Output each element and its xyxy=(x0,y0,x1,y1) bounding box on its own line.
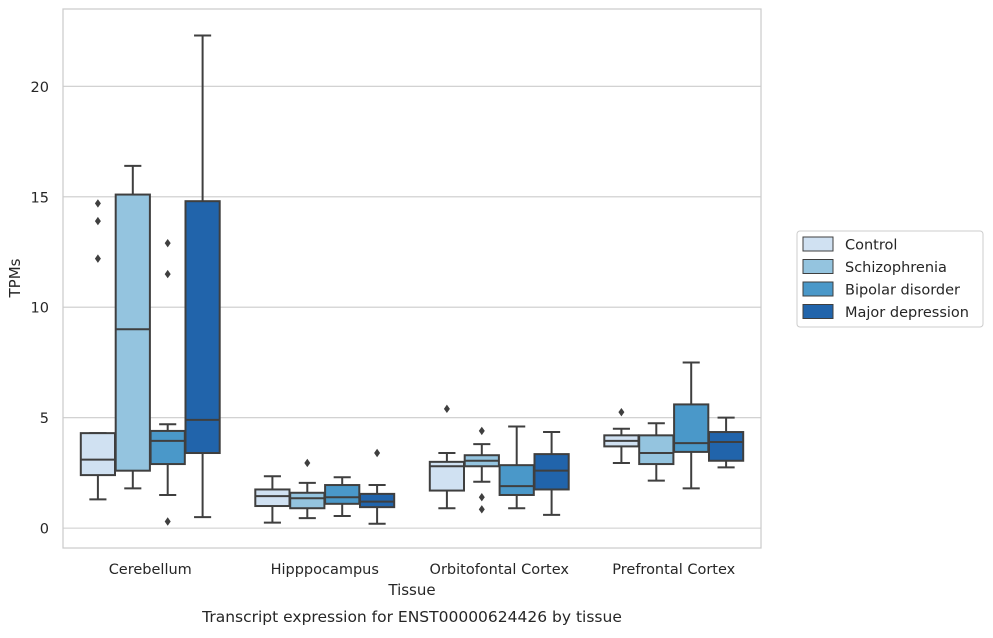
outlier-point xyxy=(304,458,311,468)
box-iqr xyxy=(289,491,326,510)
box-layer xyxy=(79,34,745,526)
box-0-0 xyxy=(79,199,117,501)
outlier-point xyxy=(164,238,171,248)
legend-swatch xyxy=(802,236,834,252)
legend: Control Schizophrenia Bipolar disorder Majo… xyxy=(796,230,984,328)
box-3-1 xyxy=(638,422,675,482)
box-iqr xyxy=(114,193,151,472)
box-1-2 xyxy=(324,476,361,517)
box-iqr xyxy=(498,464,535,496)
chart-title: Transcript expression for ENST0000062442… xyxy=(201,608,622,626)
legend-swatch xyxy=(802,304,834,319)
box-2-3 xyxy=(533,431,570,516)
box-1-3 xyxy=(358,448,396,525)
y-tick-label: 20 xyxy=(31,80,49,96)
y-tick-label: 15 xyxy=(31,190,49,206)
outlier-point xyxy=(164,517,171,526)
legend-label: Bipolar disorder xyxy=(845,283,960,299)
y-tick-label: 10 xyxy=(31,301,49,317)
x-axis-label: Tissue xyxy=(387,581,435,599)
outlier-point xyxy=(94,254,101,263)
box-1-1 xyxy=(289,458,326,520)
legend-swatch xyxy=(802,259,834,274)
box-1-0 xyxy=(254,475,291,524)
legend-label: Major depression xyxy=(845,305,969,321)
box-iqr xyxy=(707,431,745,462)
box-3-2 xyxy=(673,361,710,490)
plot-frame xyxy=(62,8,762,549)
x-tick-label: Orbitofontal Cortex xyxy=(430,562,570,578)
box-0-1 xyxy=(114,164,151,490)
box-iqr xyxy=(358,492,396,509)
box-iqr xyxy=(149,429,186,466)
box-3-3 xyxy=(707,416,745,469)
y-tick-label: 5 xyxy=(40,411,49,427)
box-iqr xyxy=(184,200,221,455)
x-tick-label: Prefrontal Cortex xyxy=(612,562,735,578)
grid-layer xyxy=(63,85,761,529)
box-iqr xyxy=(533,453,570,491)
y-tick-label: 0 xyxy=(40,522,49,538)
box-iqr xyxy=(638,434,675,466)
legend-label: Schizophrenia xyxy=(845,260,947,276)
box-0-2 xyxy=(149,238,186,526)
x-tick-label: Hipppocampus xyxy=(271,562,379,578)
box-2-1 xyxy=(463,426,500,514)
box-2-0 xyxy=(428,404,466,510)
x-tick-labels: Cerebellum Hipppocampus Orbitofontal Corte… xyxy=(109,562,736,578)
box-iqr xyxy=(79,432,117,477)
outlier-point xyxy=(374,448,381,458)
box-iqr xyxy=(673,403,710,453)
box-2-2 xyxy=(498,425,535,510)
outlier-point xyxy=(618,407,625,417)
box-iqr xyxy=(254,488,291,508)
outlier-point xyxy=(478,492,485,502)
outlier-point xyxy=(94,199,101,208)
box-3-0 xyxy=(603,407,640,464)
legend-frame xyxy=(796,230,984,328)
legend-label: Control xyxy=(845,238,897,254)
x-tick-label: Cerebellum xyxy=(109,562,192,578)
legend-swatch xyxy=(802,281,834,297)
y-tick-labels: 0 5 10 15 20 xyxy=(31,80,49,538)
y-axis-label: TPMs xyxy=(6,258,24,298)
outlier-point xyxy=(443,404,450,414)
box-0-3 xyxy=(184,34,221,519)
outlier-point xyxy=(94,216,101,226)
outlier-point xyxy=(478,426,485,436)
box-iqr xyxy=(324,484,361,505)
outlier-point xyxy=(164,269,171,279)
outlier-point xyxy=(478,505,485,514)
